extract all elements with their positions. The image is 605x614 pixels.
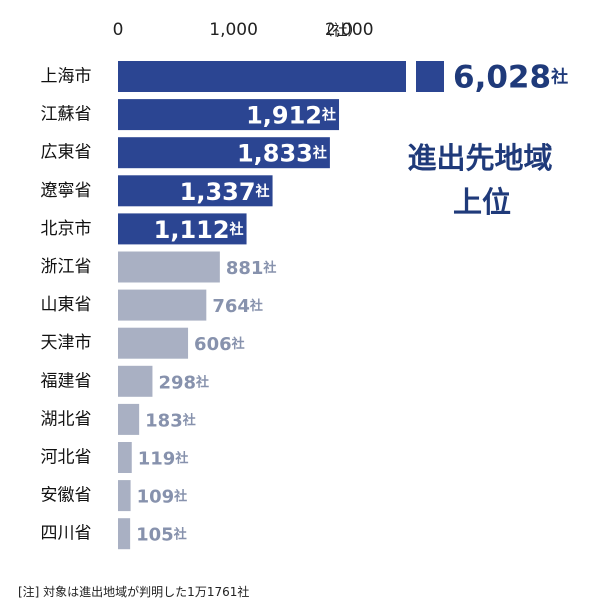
- x-axis-ticks: 0 1,000 2,000: [113, 20, 374, 40]
- value-label: 119社: [138, 448, 189, 469]
- bar: [118, 480, 131, 512]
- annotation: 進出先地域 上位: [407, 141, 552, 219]
- bar: [118, 175, 273, 207]
- value-label: 298社: [158, 372, 209, 393]
- bar: [118, 251, 220, 283]
- value-label: 881社: [226, 258, 277, 279]
- bar: [118, 403, 140, 435]
- bar-break-segment: [416, 61, 444, 92]
- bars: [118, 61, 444, 550]
- bar: [118, 327, 189, 359]
- value-label: 6,028社: [453, 60, 568, 96]
- bar: [118, 99, 340, 131]
- category-label: 上海市: [41, 67, 92, 87]
- footnote: [注] 対象は進出地域が判明した1万1761社: [18, 584, 249, 599]
- annotation-line-2: 上位: [453, 185, 511, 219]
- value-label: 606社: [194, 334, 245, 355]
- value-label: 109社: [137, 486, 188, 507]
- bar: [118, 289, 207, 321]
- x-tick-label: 1,000: [209, 20, 258, 40]
- category-label: 四川省: [41, 524, 92, 544]
- category-label: 湖北省: [41, 409, 92, 429]
- bar: [118, 365, 153, 397]
- category-label: 遼寧省: [41, 181, 92, 201]
- category-label: 福建省: [41, 371, 92, 391]
- value-label: 1,112社: [154, 216, 244, 244]
- value-label: 1,912社: [246, 102, 336, 130]
- category-label: 安徽省: [41, 486, 92, 506]
- value-label: 1,833社: [237, 140, 327, 168]
- bar: [118, 137, 330, 169]
- category-label: 北京市: [41, 219, 92, 239]
- value-label: 183社: [145, 410, 196, 431]
- annotation-line-1: 進出先地域: [407, 141, 552, 175]
- value-labels: 6,028社 1,912社 1,833社 1,337社 1,112社 881社 764社 60…: [136, 60, 568, 546]
- value-label: 764社: [212, 296, 263, 317]
- bar: [118, 213, 247, 245]
- category-label: 浙江省: [41, 257, 92, 277]
- value-label: 105社: [136, 524, 187, 545]
- value-label: 1,337社: [180, 178, 270, 206]
- x-tick-label: 2,000: [325, 20, 374, 40]
- unit-label: （社）: [317, 21, 362, 39]
- category-label: 江蘇省: [41, 105, 92, 125]
- category-label: 広東省: [41, 143, 92, 163]
- category-label: 天津市: [41, 333, 92, 353]
- bar: [118, 442, 132, 473]
- bar: [118, 61, 406, 92]
- bar: [118, 518, 131, 550]
- x-tick-label: 0: [113, 20, 124, 40]
- category-label: 河北省: [41, 448, 92, 468]
- category-label: 山東省: [41, 295, 92, 315]
